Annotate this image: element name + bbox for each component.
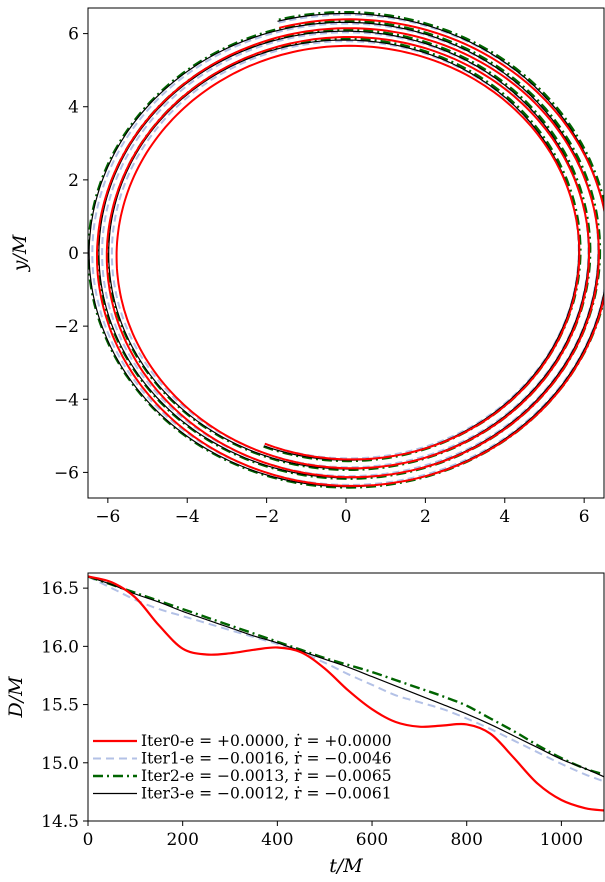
- separation-line-iter3: [88, 575, 604, 778]
- separation-y-tick-label: 16.0: [41, 637, 79, 657]
- separation-line-iter0: [88, 575, 604, 812]
- orbit-y-tick-label: 0: [68, 244, 79, 264]
- orbit-x-tick-label: 6: [579, 507, 590, 527]
- legend-label-iter0: Iter0-e = +0.0000, ṙ = +0.0000: [141, 732, 392, 750]
- orbit-curves: [88, 11, 604, 489]
- orbit-y-tick-label: 6: [68, 25, 79, 45]
- separation-y-tick-label: 15.0: [41, 754, 79, 774]
- orbit-y-ticks: −6 −4 −2 0 2 4 6: [54, 25, 88, 483]
- orbit-x-tick-label: −6: [95, 507, 120, 527]
- orbit-x-tick-label: 0: [341, 507, 352, 527]
- orbit-line-iter1: [91, 13, 604, 486]
- legend-label-iter2: Iter2-e = −0.0013, ṙ = −0.0065: [141, 767, 392, 785]
- orbit-y-tick-label: 4: [68, 98, 79, 118]
- separation-y-tick-label: 16.5: [41, 579, 79, 599]
- separation-x-tick-label: 1000: [540, 830, 583, 850]
- orbit-y-tick-label: −6: [54, 463, 79, 483]
- orbit-y-tick-label: −2: [54, 317, 79, 337]
- separation-x-tick-label: 400: [261, 830, 293, 850]
- orbit-line-iter0: [96, 18, 604, 487]
- separation-y-tick-label: 15.5: [41, 696, 79, 716]
- separation-plot-frame: [87, 572, 605, 822]
- orbit-y-axis-label: y/M: [9, 234, 31, 272]
- orbit-line-iter3: [88, 12, 604, 488]
- orbit-x-tick-label: −2: [254, 507, 279, 527]
- separation-x-axis-label: t/M: [329, 855, 363, 877]
- orbit-y-tick-label: 2: [68, 171, 79, 191]
- orbit-x-ticks: −6 −4 −2 0 2 4 6: [95, 498, 590, 527]
- orbit-x-tick-label: 4: [499, 507, 510, 527]
- separation-x-tick-label: 0: [83, 830, 94, 850]
- separation-curves: [88, 575, 604, 812]
- legend-label-iter1: Iter1-e = −0.0016, ṙ = −0.0046: [141, 750, 392, 768]
- separation-x-tick-label: 600: [356, 830, 388, 850]
- separation-y-tick-label: 14.5: [41, 812, 79, 832]
- separation-line-iter2: [88, 575, 604, 776]
- orbit-y-tick-label: −4: [54, 390, 79, 410]
- separation-x-tick-label: 800: [450, 830, 482, 850]
- separation-plot: 0 200 400 600 800 1000 14.5 15.0 15.5 16.0 16.5 D…: [5, 572, 605, 877]
- orbit-x-tick-label: −4: [175, 507, 200, 527]
- separation-x-tick-label: 200: [166, 830, 198, 850]
- legend-label-iter3: Iter3-e = −0.0012, ṙ = −0.0061: [141, 785, 392, 803]
- orbit-plot: −6 −4 −2 0 2 4 6 −6 −4 −2 0 2 4 6 y/M: [9, 7, 605, 527]
- separation-y-ticks: 14.5 15.0 15.5 16.0 16.5: [41, 579, 88, 832]
- separation-line-iter1: [88, 575, 604, 783]
- orbit-x-tick-label: 2: [420, 507, 431, 527]
- separation-y-axis-label: D/M: [5, 676, 27, 719]
- separation-x-ticks: 0 200 400 600 800 1000: [83, 821, 583, 850]
